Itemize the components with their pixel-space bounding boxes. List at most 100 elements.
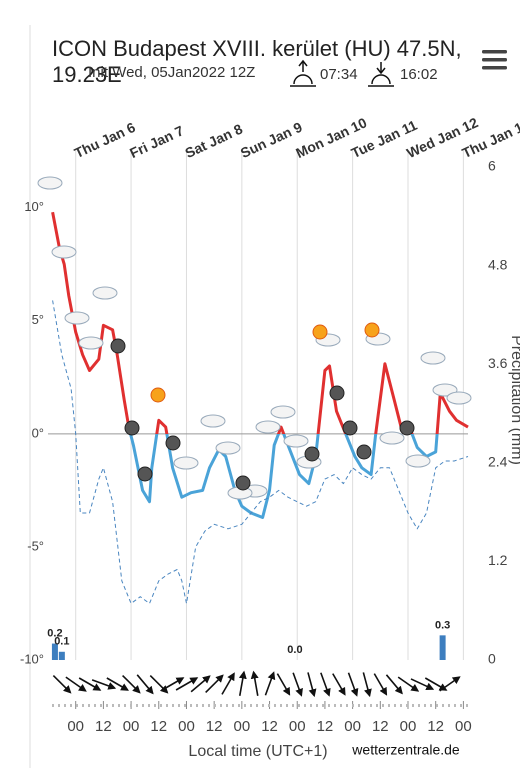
hour-dot <box>436 704 438 707</box>
wind-arrow <box>149 674 169 694</box>
wind-arrow <box>276 673 291 696</box>
hour-dot <box>208 704 210 707</box>
hour-dot <box>460 704 462 707</box>
wind-arrow <box>264 671 276 696</box>
precip-label: 0.3 <box>435 619 450 631</box>
hour-dot <box>94 704 96 707</box>
sunset-time: 16:02 <box>400 66 438 83</box>
x-axis-label: Local time (UTC+1) <box>188 743 327 760</box>
sunset-icon <box>368 62 394 87</box>
wind-arrow <box>106 677 130 691</box>
hour-dot <box>334 704 336 707</box>
hour-dot <box>424 704 426 707</box>
wind-arrow <box>373 673 388 696</box>
hour-dot <box>430 704 432 707</box>
wind-arrow <box>205 674 224 694</box>
hour-dot <box>298 704 300 707</box>
weather-icons <box>37 176 472 500</box>
hour-dot <box>160 704 162 707</box>
hour-dot <box>382 704 384 707</box>
source: wetterzentrale.de <box>351 742 460 758</box>
wind-arrow <box>397 676 420 692</box>
x-tick-label: 00 <box>123 718 140 735</box>
hour-dot <box>64 704 66 707</box>
wind-arrow <box>190 675 211 693</box>
hour-dot <box>454 704 456 707</box>
x-tick-label: 12 <box>206 718 223 735</box>
hour-dot <box>196 704 198 707</box>
hour-dot <box>70 704 72 707</box>
hour-dot <box>184 704 186 707</box>
day-label: Sun Jan 9 <box>238 119 305 162</box>
x-tick-label: 12 <box>150 718 167 735</box>
x-tick-label: 12 <box>427 718 444 735</box>
x-tick-label: 00 <box>400 718 417 735</box>
hour-dot <box>280 704 282 707</box>
hour-dot <box>256 704 258 707</box>
hour-dot <box>88 704 90 707</box>
hour-dot <box>328 704 330 707</box>
hour-dot <box>316 704 318 707</box>
hour-dot <box>100 704 102 707</box>
x-tick-label: 00 <box>178 718 195 735</box>
y-tick-label: -10° <box>20 651 44 666</box>
wind-arrow <box>78 677 102 691</box>
hour-dot <box>310 704 312 707</box>
hour-dot <box>226 704 228 707</box>
hour-dot <box>364 704 366 707</box>
x-tick-label: 12 <box>95 718 112 735</box>
menu-button[interactable] <box>482 50 507 70</box>
hour-dot <box>304 704 306 707</box>
hour-dot <box>142 704 144 707</box>
hour-dot <box>418 704 420 707</box>
x-tick-label: 00 <box>67 718 84 735</box>
hour-dot <box>358 704 360 707</box>
hour-dot <box>400 704 402 707</box>
hour-dot <box>118 704 120 707</box>
x-tick-label: 00 <box>455 718 472 735</box>
day-label: Thu Jan 6 <box>72 119 138 161</box>
y-tick-label: 5° <box>32 312 44 327</box>
y2-tick-label: 4.8 <box>488 256 508 272</box>
wind-arrow <box>65 676 87 692</box>
hour-dot <box>346 704 348 707</box>
hour-dot <box>112 704 114 707</box>
hour-dot <box>412 704 414 707</box>
hour-dot <box>148 704 150 707</box>
hour-dot <box>370 704 372 707</box>
sunrise-time: 07:34 <box>320 66 358 83</box>
hour-dot <box>322 704 324 707</box>
precip-label: 0.0 <box>287 644 302 656</box>
sunrise-icon <box>290 59 316 87</box>
line-1 <box>52 300 469 604</box>
chart-title: ICON Budapest XVIII. kerület (HU) 47.5N, <box>52 36 462 61</box>
wind-arrow <box>439 676 461 692</box>
wind-arrow <box>292 672 303 697</box>
wind-arrow <box>175 677 199 691</box>
y-tick-label: 10° <box>24 199 44 214</box>
wind-arrow <box>332 673 346 696</box>
hour-dot <box>442 704 444 707</box>
hour-dot <box>214 704 216 707</box>
hour-dot <box>82 704 84 707</box>
hour-dot <box>166 704 168 707</box>
x-tick-label: 00 <box>234 718 251 735</box>
hour-dot <box>76 704 78 707</box>
moon-icons <box>110 338 415 491</box>
precip-label: 0.2 <box>47 627 62 639</box>
wind-arrow <box>385 674 403 695</box>
hour-dot <box>244 704 246 707</box>
day-label: Fri Jan 7 <box>127 122 186 161</box>
hour-dot <box>52 704 54 707</box>
hour-dot <box>394 704 396 707</box>
hour-dot <box>274 704 276 707</box>
y2-tick-label: 2.4 <box>488 454 508 470</box>
hour-dot <box>292 704 294 707</box>
hour-dot <box>376 704 378 707</box>
hour-dot <box>406 704 408 707</box>
day-label: Sat Jan 8 <box>183 121 246 162</box>
hour-dot <box>58 704 60 707</box>
precip-bar <box>58 651 65 660</box>
hour-dot <box>232 704 234 707</box>
